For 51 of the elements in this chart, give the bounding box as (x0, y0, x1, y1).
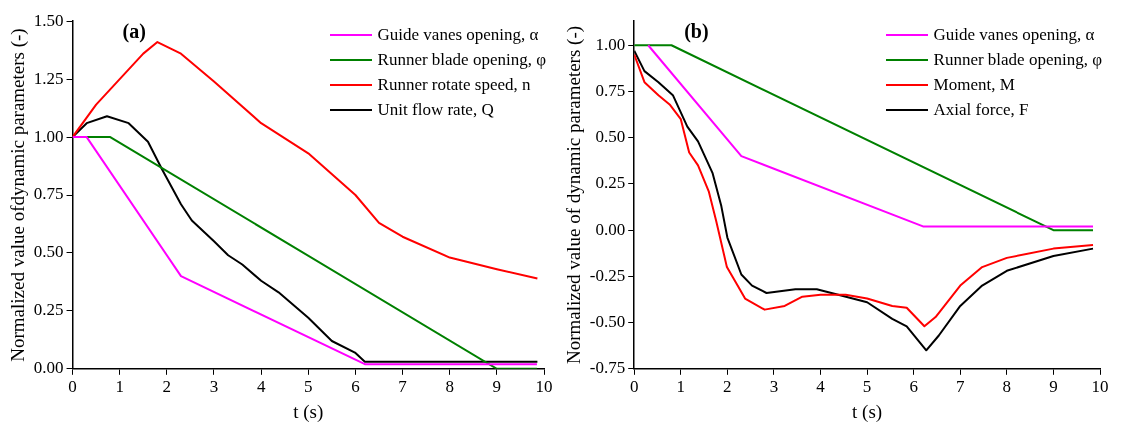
x-tick-label: 7 (956, 377, 966, 397)
chart-title: (b) (684, 20, 709, 44)
x-tick-label: 8 (445, 377, 454, 397)
y-tick-label: 0.50 (33, 242, 64, 262)
x-axis-title: t (s) (293, 400, 324, 423)
chart-title: (a) (122, 20, 146, 44)
x-tick-label: 3 (209, 377, 219, 397)
x-tick-label: 9 (492, 377, 502, 397)
legend-label: Axial force, F (933, 99, 1029, 120)
y-tick-label: 1.50 (33, 10, 64, 30)
x-tick-label: 2 (162, 377, 172, 397)
y-tick-label: 0.75 (33, 184, 64, 204)
x-tick-label: 7 (398, 377, 408, 397)
y-tick-label: 1.25 (33, 68, 64, 88)
legend-label: Runner rotate speed, n (377, 74, 531, 95)
x-tick-label: 8 (1002, 377, 1012, 397)
y-axis-title: Normalized value ofdynamic parameters (-) (7, 28, 30, 362)
x-axis-title: t (s) (852, 400, 883, 423)
legend-label: Runner blade opening, φ (377, 49, 546, 70)
y-tick-label: 0.50 (595, 127, 626, 147)
y-tick-label: -0.50 (589, 312, 626, 332)
y-tick-label: 0.25 (595, 173, 626, 193)
legend-label: Runner blade opening, φ (933, 49, 1102, 70)
y-tick-label: 0.00 (595, 219, 626, 239)
x-tick-label: 6 (351, 377, 360, 397)
legend-label: Guide vanes opening, α (377, 24, 539, 45)
y-tick-label: 1.00 (33, 126, 64, 146)
x-tick-label: 5 (862, 377, 872, 397)
y-tick-label: 1.00 (595, 34, 626, 54)
x-tick-label: 6 (909, 377, 918, 397)
x-tick-label: 5 (304, 377, 313, 397)
x-tick-label: 1 (676, 377, 686, 397)
y-tick-label: -0.75 (589, 358, 626, 378)
legend-label: Moment, M (933, 74, 1015, 95)
x-tick-label: 0 (68, 377, 77, 397)
x-tick-label: 1 (115, 377, 124, 397)
x-tick-label: 10 (1091, 377, 1109, 397)
y-tick-label: 0.25 (33, 300, 64, 320)
y-axis-title: Normalized value of dynamic parameters (-) (563, 25, 586, 365)
y-tick-label: -0.25 (589, 265, 626, 285)
x-tick-label: 2 (723, 377, 732, 397)
legend-label: Guide vanes opening, α (933, 24, 1095, 45)
y-tick-label: 0.75 (595, 80, 626, 100)
x-tick-label: 4 (816, 377, 826, 397)
x-tick-label: 10 (535, 377, 553, 397)
x-tick-label: 0 (629, 377, 639, 397)
x-tick-label: 4 (256, 377, 266, 397)
x-tick-label: 3 (769, 377, 779, 397)
legend-label: Unit flow rate, Q (377, 99, 494, 120)
y-tick-label: 0.00 (33, 358, 64, 378)
x-tick-label: 9 (1049, 377, 1058, 397)
